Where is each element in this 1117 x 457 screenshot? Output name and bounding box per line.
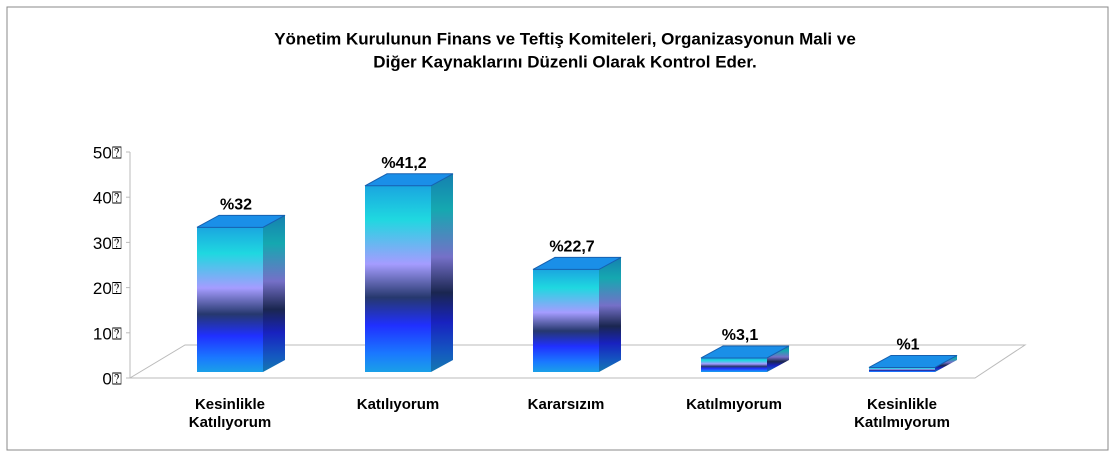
bar-side	[431, 173, 453, 372]
bar-top	[700, 345, 790, 359]
bar-side	[263, 215, 285, 372]
bar-side	[599, 257, 621, 372]
bar	[533, 269, 599, 372]
floor	[128, 344, 1027, 379]
y-tick-label: 20⍰	[93, 279, 122, 298]
y-tick-label: 0⍰	[102, 369, 122, 388]
value-label: %3,1	[722, 327, 759, 344]
chart-title: Diğer Kaynaklarını Düzenli Olarak Kontro…	[373, 52, 757, 71]
chart-title: Yönetim Kurulunun Finans ve Teftiş Komit…	[274, 29, 856, 48]
bar-top	[196, 214, 286, 228]
value-label: %32	[220, 197, 252, 214]
y-tick-label: 10⍰	[93, 324, 122, 343]
x-tick-label: Kesinlikle Katılıyorum	[188, 396, 272, 431]
value-label: %41,2	[381, 155, 426, 172]
bar	[701, 357, 767, 372]
y-tick-label: 30⍰	[93, 234, 122, 253]
bar-top	[532, 256, 622, 270]
value-label: %22,7	[549, 239, 594, 256]
frame	[6, 6, 1109, 451]
y-tick-label: 50⍰	[93, 143, 122, 162]
value-label: %1	[896, 337, 919, 354]
x-tick-label: Kararsızım	[527, 396, 605, 413]
bar	[869, 367, 935, 372]
y-tick-label: 40⍰	[93, 189, 122, 208]
bar	[197, 227, 263, 372]
x-tick-label: Katılıyorum	[356, 396, 440, 413]
bar-top	[364, 173, 454, 187]
bar-side	[935, 355, 957, 372]
x-tick-label: Katılmıyorum	[686, 396, 782, 413]
x-tick-label: Kesinlikle Katılmıyorum	[854, 396, 950, 431]
bar	[365, 185, 431, 372]
bar-side	[767, 345, 789, 372]
bar-top	[868, 354, 958, 368]
